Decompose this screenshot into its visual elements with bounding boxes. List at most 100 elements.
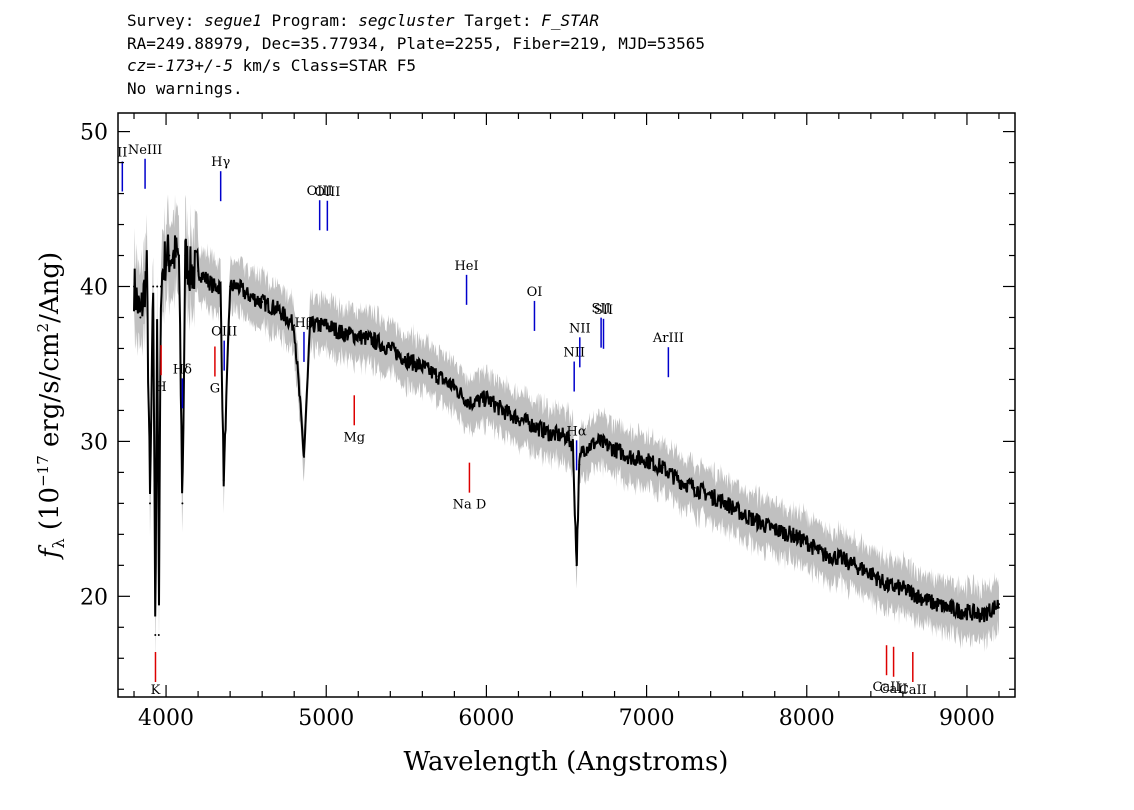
- x-tick-label: 8000: [779, 706, 835, 731]
- flux-point: [197, 270, 200, 272]
- flux-error-band: [134, 194, 999, 662]
- header-line-survey: Survey: segue1 Program: segcluster Targe…: [127, 10, 705, 33]
- flux-point: [189, 270, 192, 272]
- emission-line-label: II: [117, 145, 127, 160]
- flux-point: [901, 587, 904, 590]
- header-line-warnings: No warnings.: [127, 78, 243, 98]
- flux-point: [965, 610, 968, 613]
- absorption-line-label: G: [210, 381, 220, 396]
- emission-line-label: SII: [592, 302, 611, 317]
- flux-point: [181, 502, 184, 505]
- flux-point: [741, 513, 744, 516]
- flux-point: [575, 564, 578, 567]
- flux-point: [205, 277, 208, 280]
- plot-frame: [117, 112, 1016, 698]
- y-tick-label: 20: [80, 585, 108, 610]
- absorption-line-label: Mg: [343, 430, 365, 445]
- flux-point: [303, 455, 305, 458]
- survey-label: Survey:: [127, 11, 195, 30]
- flux-point: [885, 584, 888, 587]
- flux-point: [565, 435, 568, 438]
- emission-line-label: SII: [594, 303, 613, 318]
- emission-line-label: Hβ: [295, 316, 314, 331]
- flux-point: [229, 285, 232, 288]
- flux-point: [677, 479, 680, 482]
- absorption-line-label: CaII: [880, 682, 908, 697]
- flux-point: [517, 417, 520, 420]
- x-tick-label: 9000: [939, 706, 995, 731]
- flux-point: [837, 556, 840, 559]
- flux-point: [725, 502, 728, 505]
- absorption-line-label: CaII: [873, 680, 901, 695]
- emission-line-label: NeIII: [128, 143, 162, 158]
- flux-point: [159, 285, 162, 288]
- flux-point: [757, 521, 760, 523]
- flux-point: [709, 494, 712, 497]
- absorption-line-label: CaII: [899, 683, 927, 698]
- flux-point: [154, 634, 157, 636]
- flux-point: [245, 293, 248, 296]
- flux-line: [133, 234, 1000, 623]
- flux-point: [156, 285, 159, 288]
- emission-line-label: Hδ: [173, 362, 192, 377]
- flux-point: [917, 595, 920, 598]
- flux-point: [501, 409, 504, 412]
- flux-point: [468, 401, 471, 404]
- flux-point: [389, 347, 392, 350]
- target-label: Target:: [464, 11, 532, 30]
- class-text: km/s Class=STAR F5: [232, 56, 416, 75]
- flux-point: [293, 324, 296, 327]
- flux-point: [341, 332, 344, 334]
- flux-point: [222, 479, 225, 482]
- flux-point: [949, 607, 952, 610]
- y-axis-title: fλ (10−17 erg/s/cm2/Ang): [34, 252, 68, 560]
- flux-point: [869, 572, 872, 575]
- flux-point: [571, 443, 574, 446]
- x-tick-label: 6000: [458, 706, 514, 731]
- flux-point: [168, 254, 171, 257]
- flux-point: [477, 400, 480, 403]
- emission-line-label: HeI: [454, 259, 478, 274]
- survey-value: segue1: [204, 11, 262, 30]
- y-tick-label: 30: [80, 430, 108, 455]
- emission-line-label: Hγ: [211, 155, 230, 170]
- flux-point: [357, 335, 360, 338]
- absorption-line-label: H: [155, 380, 166, 395]
- header-line-redshift: cz=-173+/-5 km/s Class=STAR F5: [127, 55, 705, 78]
- flux-point: [613, 448, 616, 451]
- flux-point: [373, 339, 376, 342]
- flux-point: [261, 301, 264, 303]
- flux-point: [549, 432, 552, 435]
- flux-point: [597, 440, 600, 443]
- flux-point: [184, 254, 187, 257]
- flux-point: [629, 455, 632, 458]
- error-band: [134, 194, 999, 662]
- target-value: F_STAR: [541, 11, 600, 30]
- x-tick-label: 5000: [298, 706, 354, 731]
- cz-value: cz=-173+/-5: [127, 56, 233, 75]
- header-line-coordinates: RA=249.88979, Dec=35.77934, Plate=2255, …: [127, 33, 705, 53]
- flux-point: [821, 553, 824, 556]
- x-axis: 4000 5000 6000 7000 8000 9000: [133, 113, 1000, 731]
- spectral-line-markers: II NeIIIHδHγOIIIHβOIIIOIIIHeIOINIIHαNIISI…: [117, 143, 927, 698]
- y-tick-label: 40: [80, 275, 108, 300]
- y-tick-label: 50: [80, 121, 108, 146]
- flux-point: [805, 541, 808, 544]
- y-axis: 20 30 40 50: [80, 121, 1015, 690]
- emission-line-label: NII: [569, 321, 591, 336]
- flux-point: [219, 285, 222, 288]
- emission-line-label: OI: [527, 285, 543, 300]
- x-tick-label: 4000: [138, 706, 194, 731]
- flux-point: [152, 285, 155, 288]
- program-label: Program:: [271, 11, 349, 30]
- flux-point: [309, 324, 312, 327]
- flux-point: [133, 285, 135, 288]
- flux-point: [139, 316, 142, 319]
- flux-point: [578, 463, 581, 466]
- flux-point: [177, 254, 180, 257]
- flux-point: [485, 397, 488, 399]
- x-tick-label: 7000: [619, 706, 675, 731]
- program-value: segcluster: [358, 11, 455, 30]
- flux-point: [581, 448, 584, 451]
